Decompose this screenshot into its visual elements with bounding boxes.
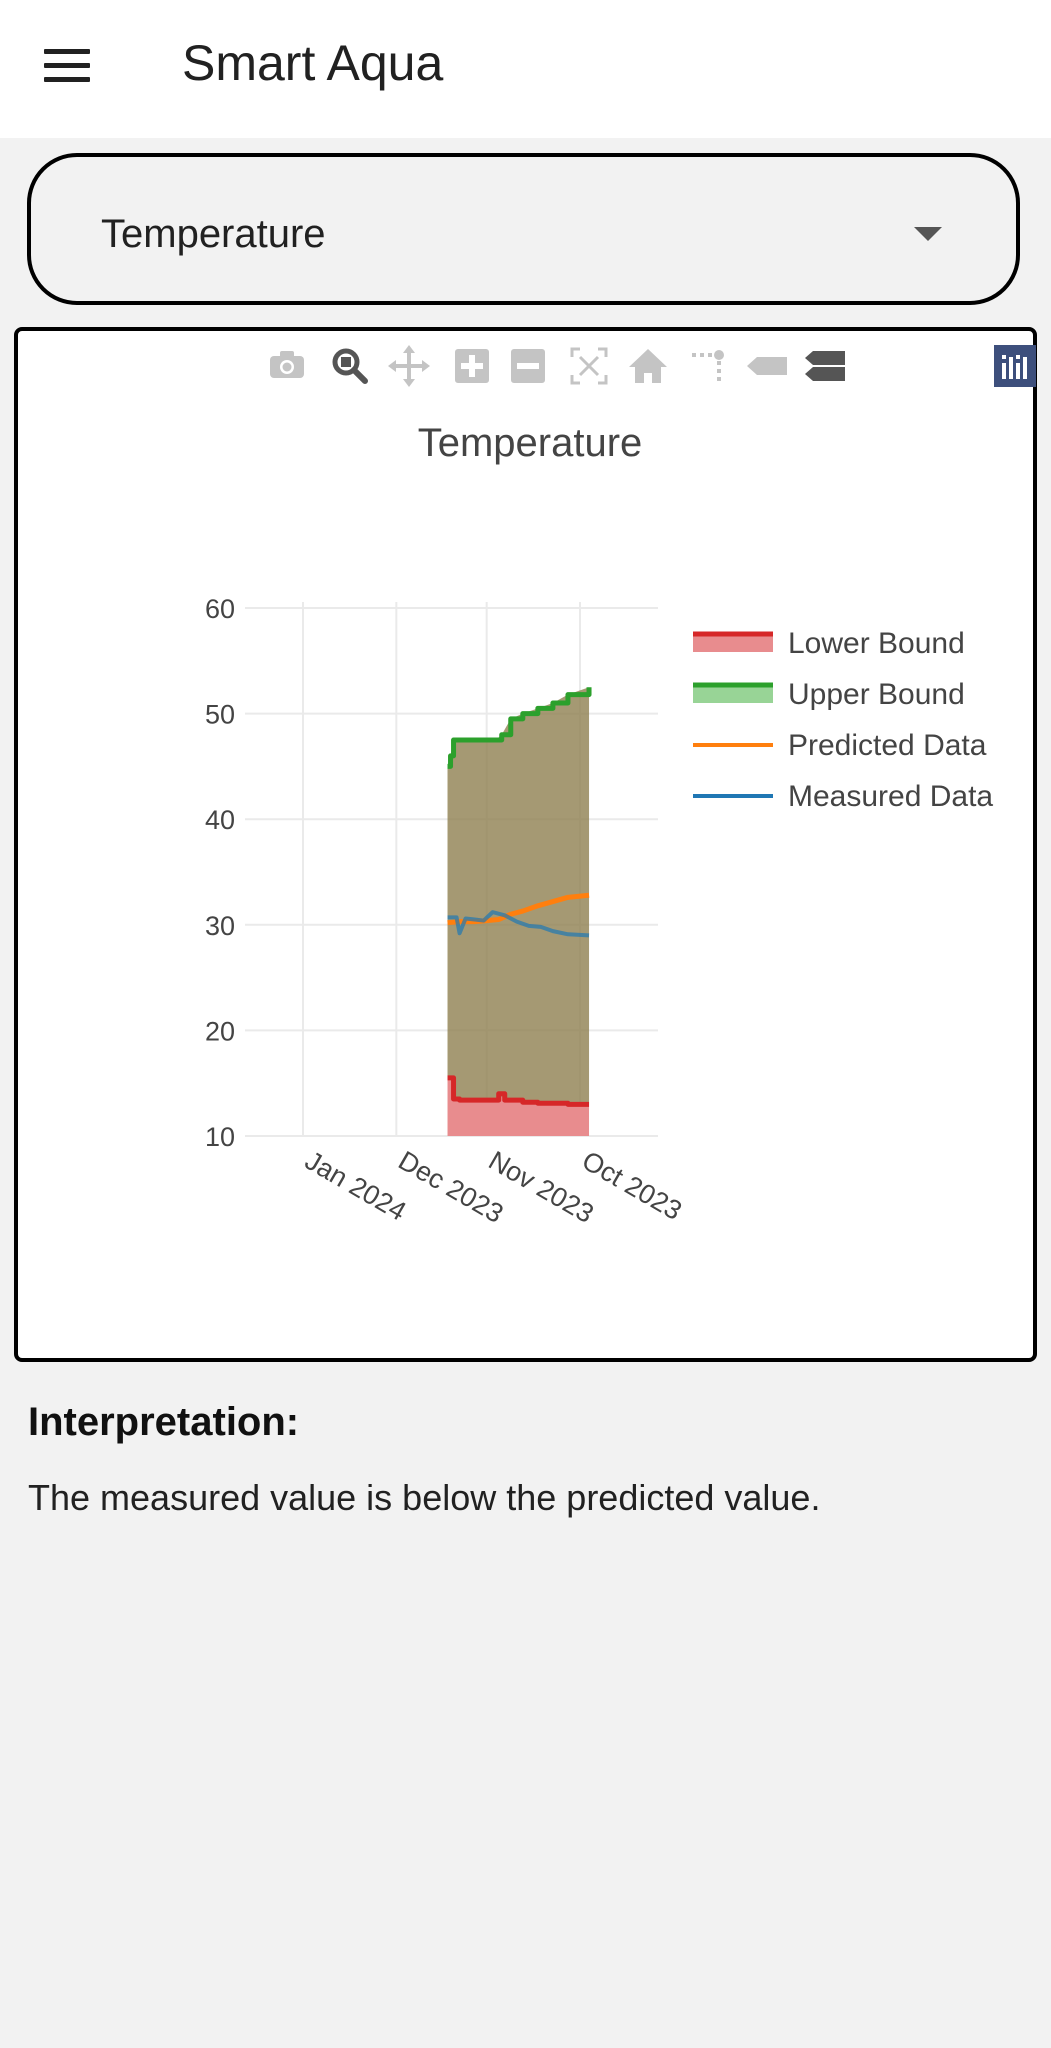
zoom-out-icon[interactable] — [503, 341, 553, 391]
legend-swatch-fill — [693, 634, 773, 652]
lower-bound-line — [447, 1075, 590, 1107]
y-tick-label: 60 — [205, 594, 235, 624]
pan-icon[interactable] — [384, 341, 434, 391]
zoom-in-icon[interactable] — [447, 341, 497, 391]
lower-bound-fill — [447, 1077, 590, 1136]
legend-item-lower-bound[interactable]: Lower Bound — [693, 627, 965, 660]
autoscale-icon[interactable] — [564, 341, 614, 391]
compare-data-icon[interactable] — [801, 341, 851, 391]
legend-swatch-fill — [693, 685, 773, 703]
legend-label: Upper Bound — [788, 678, 965, 711]
interpretation-text: The measured value is below the predicte… — [28, 1477, 821, 1518]
legend-item-predicted-data[interactable]: Predicted Data — [693, 729, 987, 762]
dropdown-caret-icon — [914, 227, 942, 241]
parameter-select-value: Temperature — [101, 212, 326, 256]
band-overlay-fill — [447, 687, 590, 1105]
chart-lines — [447, 687, 592, 1107]
plotly-logo-icon[interactable] — [990, 341, 1040, 391]
chart-card: Temperature 10 20 30 40 50 60 Jan 2024 Dec 202… — [14, 327, 1037, 1362]
reset-axes-icon[interactable] — [623, 341, 673, 391]
chart-fills — [447, 687, 590, 1136]
download-plot-icon[interactable] — [262, 341, 312, 391]
chart-title: Temperature — [418, 421, 643, 465]
legend-item-measured-data[interactable]: Measured Data — [693, 780, 993, 813]
chart-legend[interactable]: Lower Bound Upper Bound Predicted Data Meas… — [693, 627, 993, 813]
y-tick-label: 30 — [205, 911, 235, 941]
x-tick-label: Nov 2023 — [484, 1145, 599, 1229]
x-tick-label: Jan 2024 — [300, 1145, 411, 1227]
legend-item-upper-bound[interactable]: Upper Bound — [693, 678, 965, 711]
interpretation-heading: Interpretation: — [28, 1400, 300, 1444]
predicted-data-line — [447, 892, 590, 926]
measured-data-line — [447, 910, 590, 938]
app-bar: Smart Aqua — [0, 0, 1051, 138]
legend-label: Lower Bound — [788, 627, 965, 660]
y-tick-label: 20 — [205, 1016, 235, 1046]
y-tick-label: 10 — [205, 1122, 235, 1152]
legend-label: Measured Data — [788, 780, 993, 813]
x-tick-label: Oct 2023 — [577, 1145, 687, 1226]
show-closest-data-icon[interactable] — [743, 341, 793, 391]
hamburger-menu-icon[interactable] — [40, 46, 96, 86]
y-axis-ticks: 10 20 30 40 50 60 — [205, 594, 235, 1152]
y-tick-label: 40 — [205, 805, 235, 835]
toggle-spike-lines-icon[interactable] — [684, 341, 734, 391]
app-title: Smart Aqua — [182, 35, 444, 91]
y-tick-label: 50 — [205, 700, 235, 730]
plot-modebar — [248, 341, 1038, 391]
zoom-icon[interactable] — [325, 341, 375, 391]
legend-label: Predicted Data — [788, 729, 987, 762]
parameter-select[interactable]: Temperature — [27, 153, 1020, 305]
upper-bound-line — [447, 687, 592, 769]
